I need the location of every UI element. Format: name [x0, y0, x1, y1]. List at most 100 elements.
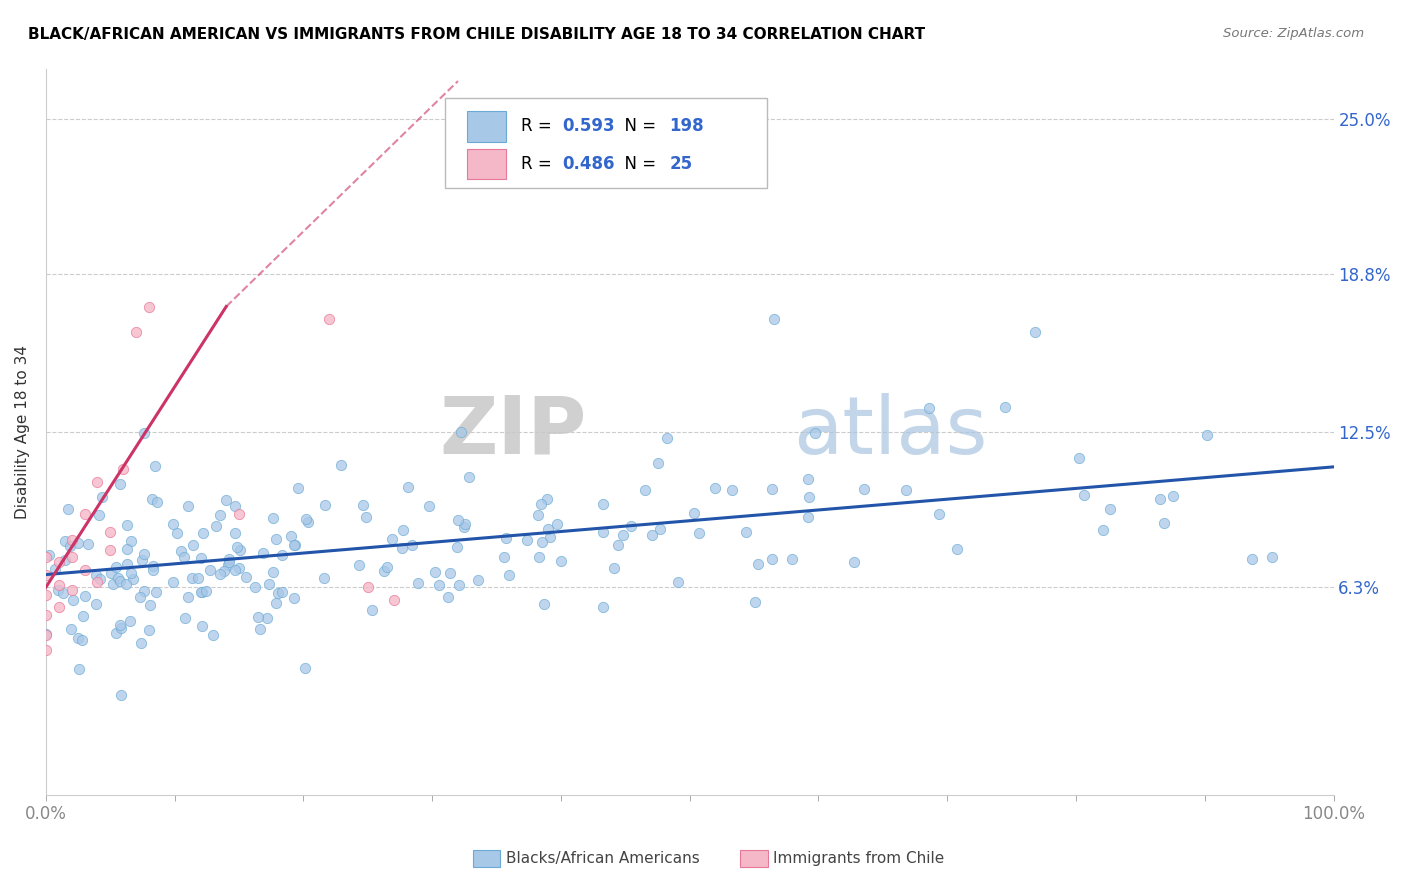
Point [205, 519, 228, 533]
Point [249, 622, 271, 636]
Point [918, 401, 941, 415]
Point [100, 566, 122, 580]
Point [761, 552, 783, 566]
Point [447, 513, 470, 527]
Point [191, 585, 214, 599]
Point [53, 534, 76, 549]
Point [166, 525, 188, 540]
Point [138, 300, 160, 314]
Point [603, 560, 626, 574]
Point [894, 483, 917, 497]
Text: atlas: atlas [793, 392, 987, 471]
Point [361, 602, 384, 616]
Point [357, 580, 380, 594]
Point [121, 573, 143, 587]
Point [72, 608, 94, 623]
Point [66, 536, 89, 550]
Point [1024, 325, 1046, 339]
Point [218, 552, 240, 566]
Point [195, 584, 218, 599]
Point [262, 511, 284, 525]
Point [224, 499, 246, 513]
Point [162, 574, 184, 589]
Point [142, 558, 165, 573]
Point [657, 431, 679, 445]
Point [48, 555, 70, 569]
Point [446, 540, 468, 554]
Point [347, 558, 370, 573]
Point [115, 557, 138, 571]
Point [129, 636, 152, 650]
Point [191, 526, 214, 541]
Bar [472, 849, 501, 867]
Text: ZIP: ZIP [440, 392, 586, 471]
Point [90, 490, 112, 504]
Point [177, 499, 200, 513]
Point [67, 631, 90, 645]
Point [209, 567, 232, 582]
Point [283, 538, 305, 552]
Point [537, 522, 560, 536]
Point [35, 588, 58, 602]
Point [257, 576, 280, 591]
Point [423, 566, 446, 580]
Point [190, 551, 212, 566]
Point [76, 537, 98, 551]
Point [458, 470, 481, 484]
Text: 25: 25 [669, 155, 692, 173]
Point [1153, 516, 1175, 530]
Point [190, 618, 212, 632]
Point [35, 627, 58, 641]
Point [797, 473, 820, 487]
Point [86, 475, 108, 489]
Point [60, 550, 83, 565]
Point [84, 597, 107, 611]
Point [294, 661, 316, 675]
Point [264, 532, 287, 546]
Point [780, 552, 803, 566]
Point [138, 623, 160, 637]
Point [176, 590, 198, 604]
Point [842, 555, 865, 569]
FancyBboxPatch shape [446, 97, 768, 188]
Point [38, 548, 60, 562]
Point [174, 610, 197, 624]
Point [173, 550, 195, 565]
Point [1195, 428, 1218, 442]
Point [107, 571, 129, 585]
Point [217, 558, 239, 572]
Point [125, 325, 148, 339]
Point [228, 561, 250, 575]
Point [797, 510, 820, 524]
Point [762, 312, 785, 326]
Point [280, 529, 302, 543]
Point [550, 554, 572, 568]
Point [391, 541, 413, 556]
Point [492, 549, 515, 564]
Text: Source: ZipAtlas.com: Source: ZipAtlas.com [1223, 27, 1364, 40]
Point [1092, 523, 1115, 537]
Point [101, 577, 124, 591]
Point [73, 589, 96, 603]
Point [516, 533, 538, 547]
Point [530, 497, 553, 511]
Point [267, 585, 290, 599]
Point [536, 492, 558, 507]
Point [44, 562, 66, 576]
Point [994, 400, 1017, 414]
Text: BLACK/AFRICAN AMERICAN VS IMMIGRANTS FROM CHILE DISABILITY AGE 18 TO 34 CORRELAT: BLACK/AFRICAN AMERICAN VS IMMIGRANTS FRO… [28, 27, 925, 42]
Point [450, 425, 472, 439]
Point [134, 547, 156, 561]
Point [1098, 501, 1121, 516]
Point [46, 582, 69, 597]
Point [181, 571, 204, 585]
Point [224, 525, 246, 540]
Y-axis label: Disability Age 18 to 34: Disability Age 18 to 34 [15, 345, 30, 519]
Point [262, 565, 284, 579]
Point [634, 483, 657, 497]
Point [533, 597, 555, 611]
Point [1261, 550, 1284, 565]
Point [142, 562, 165, 576]
Point [546, 516, 568, 531]
Point [467, 573, 489, 587]
